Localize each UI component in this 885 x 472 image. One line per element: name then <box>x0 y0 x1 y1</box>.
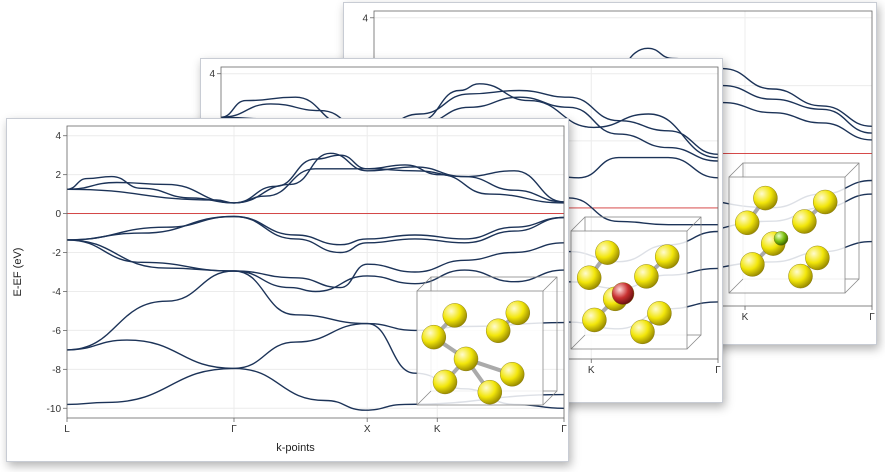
x-axis-title: k-points <box>276 442 315 454</box>
atom <box>595 240 620 265</box>
y-tick-label: -6 <box>52 326 61 337</box>
unit-cell-edge <box>686 334 702 350</box>
atom <box>432 369 458 395</box>
atom <box>577 265 602 290</box>
band-line-9 <box>67 152 564 204</box>
y-axis-title: E-EF (eV) <box>12 248 24 297</box>
atom <box>655 244 680 269</box>
atom <box>634 264 659 289</box>
unit-cell-edge <box>728 162 744 178</box>
y-tick-label: -4 <box>52 287 61 298</box>
y-tick-label: -2 <box>52 248 61 259</box>
atom <box>788 263 813 289</box>
unit-cell-edge <box>542 390 558 406</box>
atom <box>442 303 467 328</box>
atom <box>740 252 765 277</box>
y-tick-label: 4 <box>209 69 215 80</box>
atom <box>735 210 760 236</box>
y-tick-label: 4 <box>362 13 368 24</box>
band-structure-chart-front: 4 2 0 -2 -4 -6 -8 -10L Γ X K Γk-points E-EF (eV) <box>12 125 567 454</box>
y-tick-label: 2 <box>55 170 61 181</box>
x-tick-label: Γ <box>715 365 721 376</box>
atom <box>630 319 655 345</box>
atom <box>453 346 479 372</box>
unit-cell-edge <box>686 216 702 232</box>
band-line-6 <box>67 215 564 254</box>
unit-cell-edge <box>844 278 860 294</box>
y-tick-label: -8 <box>52 365 61 376</box>
atom <box>477 380 502 405</box>
crystal-structure-inset <box>570 216 702 350</box>
x-tick-label: K <box>434 424 441 435</box>
band-line-5 <box>67 239 564 289</box>
band-line-4 <box>67 239 564 293</box>
dopant-atom <box>611 282 635 305</box>
y-tick-label: 0 <box>55 209 61 220</box>
atom <box>582 307 607 333</box>
band-line-2 <box>221 89 718 155</box>
atom <box>486 318 511 343</box>
unit-cell-edge <box>728 278 744 294</box>
x-tick-label: Γ <box>561 424 567 435</box>
unit-cell-edge <box>542 276 558 292</box>
band-line-8 <box>67 168 564 204</box>
band-line-10 <box>67 154 564 204</box>
dopant-atom <box>773 231 789 246</box>
unit-cell-edge <box>416 390 432 406</box>
unit-cell-edge <box>844 162 860 178</box>
atom <box>421 324 446 350</box>
y-tick-label: 4 <box>55 131 61 142</box>
atom <box>805 245 830 271</box>
unit-cell-edge <box>570 216 586 232</box>
crystal-structure-inset <box>416 276 558 406</box>
atom <box>505 300 530 326</box>
x-tick-label: K <box>588 365 595 376</box>
atom <box>813 189 838 215</box>
x-tick-label: L <box>64 424 70 435</box>
x-tick-label: Γ <box>231 424 237 435</box>
x-tick-label: X <box>364 424 371 435</box>
x-tick-label: K <box>742 312 749 323</box>
crystal-structure-inset <box>728 162 860 294</box>
atom <box>792 209 817 234</box>
unit-cell-edge <box>570 334 586 350</box>
y-tick-label: -10 <box>47 404 62 415</box>
atom <box>647 301 672 326</box>
atom <box>500 362 525 387</box>
unit-cell-edge <box>416 276 432 292</box>
x-tick-label: Γ <box>869 312 875 323</box>
atom <box>753 185 778 211</box>
band-line-7 <box>67 215 564 246</box>
plot-frame <box>66 125 565 419</box>
band-structure-chart-middle: 42KΓ <box>209 66 721 376</box>
